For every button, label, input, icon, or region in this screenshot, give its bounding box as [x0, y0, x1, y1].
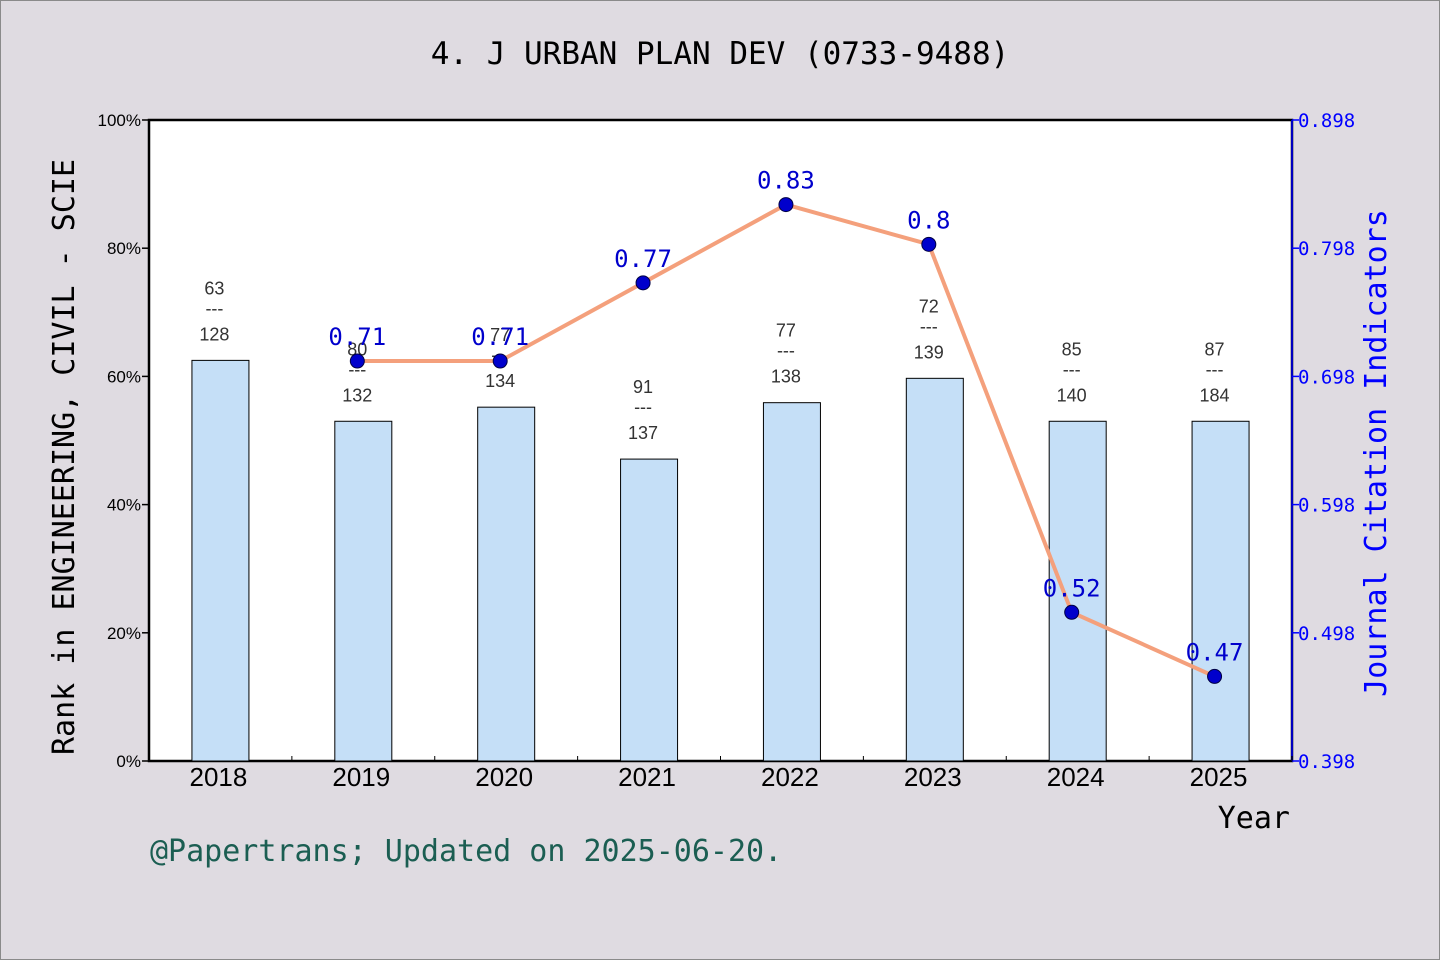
- bar-rank-label-2022: 77: [776, 321, 796, 341]
- y2-tick-label: 0.598: [1298, 495, 1355, 517]
- bar-separator-2018: ---: [205, 298, 223, 318]
- x-tick-label-2025: 2025: [1190, 762, 1248, 792]
- bar-2020: [477, 406, 536, 762]
- x-tick-label-2022: 2022: [761, 762, 819, 792]
- jci-point-2023: [921, 236, 937, 252]
- y-tick-label: 60%: [107, 367, 141, 386]
- x-axis-title: Year: [1218, 801, 1290, 836]
- plot-area: [147, 118, 1294, 763]
- bar-total-label-2018: 128: [199, 324, 229, 344]
- jci-label-2025: 0.47: [1186, 638, 1244, 666]
- jci-label-2024: 0.52: [1043, 574, 1101, 602]
- y2-tick-label: 0.698: [1298, 366, 1355, 388]
- bar-2018: [191, 359, 250, 762]
- y2-tick-label: 0.498: [1298, 623, 1355, 645]
- jci-label-2020: 0.71: [471, 323, 529, 351]
- x-tick-label-2023: 2023: [904, 762, 962, 792]
- bar-2022: [762, 402, 821, 762]
- bar-rank-label-2025: 87: [1205, 339, 1225, 359]
- jci-point-2025: [1207, 668, 1223, 684]
- bar-rank-label-2019: 80: [347, 339, 367, 359]
- y-tick-label: 20%: [107, 624, 141, 643]
- bar-rank-label-2021: 91: [633, 377, 653, 397]
- x-tick-label-2020: 2020: [475, 762, 533, 792]
- bar-total-label-2021: 137: [628, 423, 658, 443]
- jci-point-2024: [1064, 604, 1080, 620]
- jci-point-2019: [349, 353, 365, 369]
- bar-2024: [1048, 420, 1107, 762]
- bar-rank-label-2023: 72: [919, 296, 939, 316]
- jci-label-2021: 0.77: [614, 245, 672, 273]
- y2-tick-label: 0.398: [1298, 751, 1355, 773]
- bar-2019: [334, 420, 393, 762]
- chart-title: 4. J URBAN PLAN DEV (0733-9488): [430, 36, 1010, 72]
- bar-total-label-2019: 132: [342, 385, 372, 405]
- axes-layer: 0% 20% 40% 60% 80% 100% 0.398 0.498 0.598 0.698 0.…: [98, 110, 1356, 792]
- bar-separator-2021: ---: [634, 397, 652, 417]
- jci-point-2021: [635, 275, 651, 291]
- bar-separator-2025: ---: [1206, 359, 1224, 379]
- bar-total-label-2022: 138: [771, 367, 801, 387]
- x-tick-label-2021: 2021: [618, 762, 676, 792]
- line-layer: 0.71 0.71 0.77 0.83 0.8 0.52 0.47: [328, 167, 1243, 684]
- bar-total-label-2024: 140: [1057, 385, 1087, 405]
- y-tick-label: 40%: [107, 496, 141, 515]
- y-tick-label: 0%: [116, 752, 141, 771]
- bar-total-label-2023: 139: [914, 342, 944, 362]
- jci-label-2022: 0.83: [757, 167, 815, 195]
- y2-tick-label: 0.798: [1298, 238, 1355, 260]
- bar-rank-label-2020: 77: [490, 325, 510, 345]
- bar-rank-label-2024: 85: [1062, 339, 1082, 359]
- x-tick-label-2024: 2024: [1047, 762, 1105, 792]
- bar-rank-label-2018: 63: [204, 278, 224, 298]
- bar-separator-2023: ---: [920, 316, 938, 336]
- bar-2023: [905, 377, 964, 762]
- jci-label-2023: 0.8: [907, 206, 950, 234]
- bars-layer: 63---12880---13277---13491---13777---138…: [191, 278, 1250, 762]
- y-tick-label: 100%: [98, 111, 141, 130]
- y-axis-title: Rank in ENGINEERING, CIVIL - SCIE: [47, 159, 82, 755]
- footer-note: @Papertrans; Updated on 2025-06-20.: [150, 834, 783, 869]
- y-tick-label: 80%: [107, 239, 141, 258]
- y2-axis-title: Journal Citation Indicators: [1359, 209, 1394, 697]
- bar-2021: [620, 458, 679, 762]
- jci-point-2022: [778, 197, 794, 213]
- y2-tick-label: 0.898: [1298, 110, 1355, 132]
- x-tick-label-2019: 2019: [332, 762, 390, 792]
- bar-separator-2022: ---: [777, 341, 795, 361]
- x-tick-label-2018: 2018: [190, 762, 248, 792]
- bar-total-label-2020: 134: [485, 371, 515, 391]
- bar-2025: [1191, 420, 1250, 762]
- bar-separator-2024: ---: [1063, 359, 1081, 379]
- jci-label-2019: 0.71: [328, 323, 386, 351]
- jci-point-2020: [492, 353, 508, 369]
- bar-total-label-2025: 184: [1200, 385, 1230, 405]
